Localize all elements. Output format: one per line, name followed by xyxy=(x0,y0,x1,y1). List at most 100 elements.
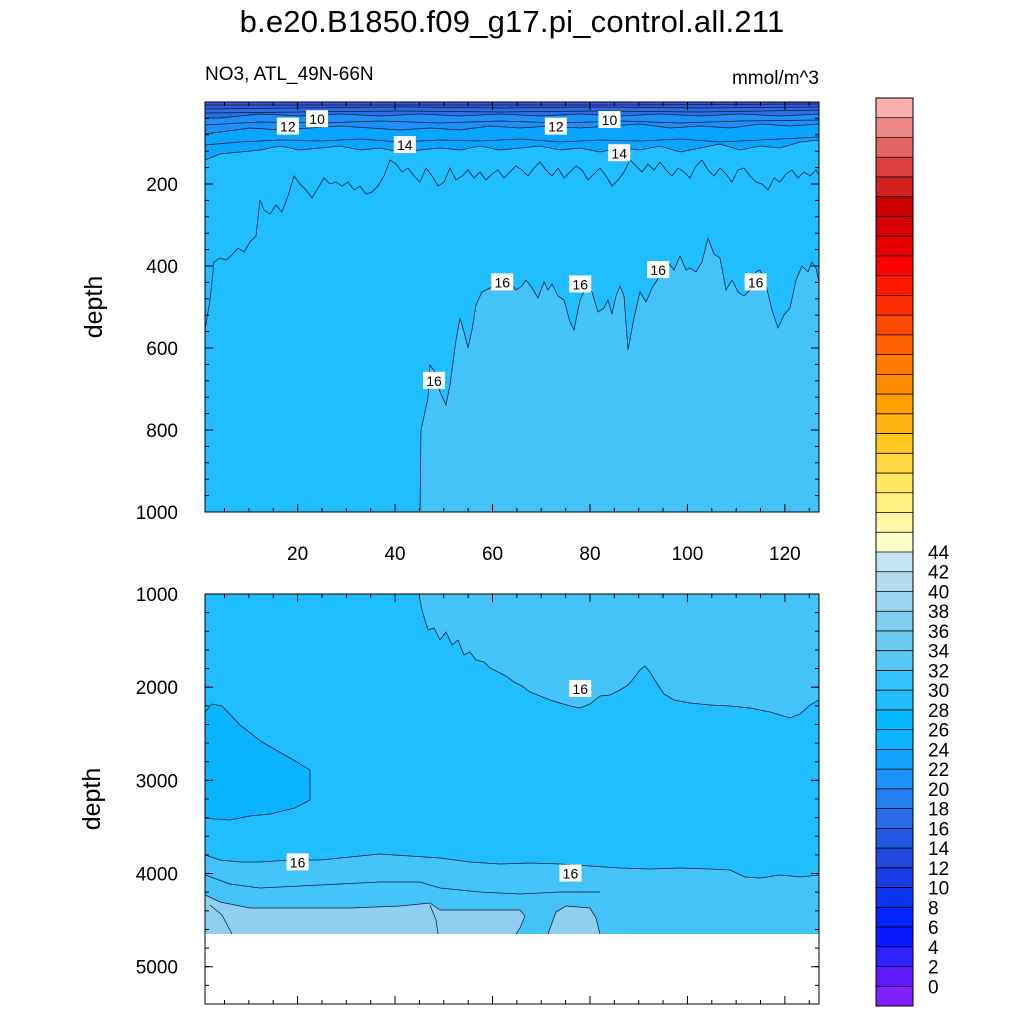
units-label: mmol/m^3 xyxy=(731,68,819,89)
y-tick-label: 400 xyxy=(146,257,178,278)
colorbar-swatch xyxy=(876,769,913,790)
x-tick-label: 40 xyxy=(384,544,405,565)
contour-label-text: 16 xyxy=(563,866,579,882)
colorbar-swatch xyxy=(876,946,913,967)
colorbar-swatch xyxy=(876,98,913,119)
contour-label-text: 16 xyxy=(426,373,442,389)
contour-label: 12 xyxy=(544,117,567,135)
colorbar xyxy=(875,97,914,1007)
colorbar-label: 30 xyxy=(928,681,949,702)
colorbar-swatch xyxy=(876,157,913,178)
x-tick-label: 20 xyxy=(287,544,308,565)
colorbar-swatch xyxy=(876,867,913,888)
contour-label-text: 16 xyxy=(572,276,588,292)
colorbar-swatch xyxy=(876,690,913,711)
lower-contour-lines xyxy=(205,594,819,935)
upper-y-axis-title: depth xyxy=(80,276,108,339)
colorbar-swatch xyxy=(876,255,913,277)
contour-label: 16 xyxy=(286,853,309,871)
y-tick-label: 2000 xyxy=(136,678,178,699)
contour-label-text: 16 xyxy=(572,681,588,697)
colorbar-label: 44 xyxy=(928,543,950,564)
contour-label: 16 xyxy=(491,273,514,291)
colorbar-label: 12 xyxy=(928,859,949,880)
colorbar-label: 22 xyxy=(928,760,949,781)
contour-label-text: 14 xyxy=(611,145,627,161)
colorbar-label: 32 xyxy=(928,661,949,682)
contour-label: 10 xyxy=(306,110,329,128)
y-tick-label: 4000 xyxy=(136,865,178,886)
variable-region-label: NO3, ATL_49N-66N xyxy=(205,64,374,85)
colorbar-swatch xyxy=(876,966,913,987)
lower-fill-16-18-upper xyxy=(419,594,819,718)
colorbar-swatch xyxy=(876,354,913,375)
colorbar-swatch xyxy=(876,552,913,573)
colorbar-swatch xyxy=(876,848,913,869)
contour-label-text: 16 xyxy=(494,274,510,290)
colorbar-label: 4 xyxy=(928,938,939,959)
colorbar-swatch xyxy=(876,453,913,474)
contour-label: 10 xyxy=(598,111,621,129)
lower-fill-18-20-b xyxy=(548,906,600,934)
colorbar-swatch xyxy=(876,216,913,237)
colorbar-swatch xyxy=(876,315,913,336)
x-tick-label: 100 xyxy=(672,544,704,565)
contour-label-text: 10 xyxy=(602,112,618,128)
contour-label: 16 xyxy=(569,275,592,293)
colorbar-label: 0 xyxy=(928,977,939,998)
colorbar-swatch xyxy=(876,117,913,138)
colorbar-swatch xyxy=(876,374,913,395)
lower-panel xyxy=(205,594,819,1004)
x-tick-label: 80 xyxy=(579,544,600,565)
y-tick-label: 600 xyxy=(146,339,178,360)
colorbar-labels: 4442403836343230282624222018161412108642… xyxy=(928,543,950,998)
colorbar-label: 8 xyxy=(928,898,939,919)
contour-line-18 xyxy=(205,894,526,935)
x-tick-label: 60 xyxy=(482,544,503,565)
contour-label: 16 xyxy=(559,864,582,882)
contour-label-text: 16 xyxy=(290,854,306,870)
colorbar-swatch xyxy=(876,808,913,829)
contour-label-text: 16 xyxy=(650,262,666,278)
colorbar-label: 18 xyxy=(928,800,949,821)
colorbar-swatch xyxy=(876,176,913,198)
colorbar-label: 10 xyxy=(928,879,949,900)
contour-line-9-upper xyxy=(205,109,819,114)
colorbar-swatch xyxy=(876,492,913,513)
y-tick-label: 800 xyxy=(146,421,178,442)
contour-label-text: 10 xyxy=(309,111,325,127)
colorbar-label: 36 xyxy=(928,622,949,643)
colorbar-swatch xyxy=(876,591,913,612)
colorbar-swatch xyxy=(876,611,913,632)
colorbar-label: 16 xyxy=(928,819,949,840)
colorbar-swatch xyxy=(876,394,913,415)
colorbar-swatch xyxy=(876,275,913,296)
colorbar-label: 14 xyxy=(928,839,950,860)
colorbar-swatch xyxy=(876,196,913,217)
upper-plot-frame xyxy=(204,101,820,513)
colorbar-swatch xyxy=(876,137,913,158)
upper-axis-ticks xyxy=(205,101,819,513)
contour-label: 14 xyxy=(608,144,631,162)
colorbar-swatch xyxy=(876,788,913,810)
contour-label-text: 16 xyxy=(748,274,764,290)
lower-axis-ticks xyxy=(205,593,819,1005)
contour-line-10-upper xyxy=(205,113,819,119)
y-tick-label: 3000 xyxy=(136,771,178,792)
colorbar-swatch xyxy=(876,828,913,849)
lower-fill-18-20 xyxy=(205,895,525,934)
contour-labels: 10 10 12 12 14 14 16 16 16 16 16 16 16 16 xyxy=(276,110,767,882)
colorbar-swatch xyxy=(876,729,913,750)
colorbar-label: 38 xyxy=(928,602,949,623)
y-tick-label: 5000 xyxy=(136,958,178,979)
upper-axis-labels: 20 40 60 80 100 120 200 400 600 800 1000 xyxy=(136,175,801,565)
colorbar-label: 20 xyxy=(928,780,949,801)
colorbar-swatch xyxy=(876,986,913,1007)
colorbar-swatch xyxy=(876,512,913,533)
colorbar-swatch xyxy=(876,473,913,494)
contour-label: 12 xyxy=(276,117,299,135)
colorbar-label: 28 xyxy=(928,701,949,722)
colorbar-swatch xyxy=(876,413,913,434)
colorbar-swatch xyxy=(876,927,913,948)
